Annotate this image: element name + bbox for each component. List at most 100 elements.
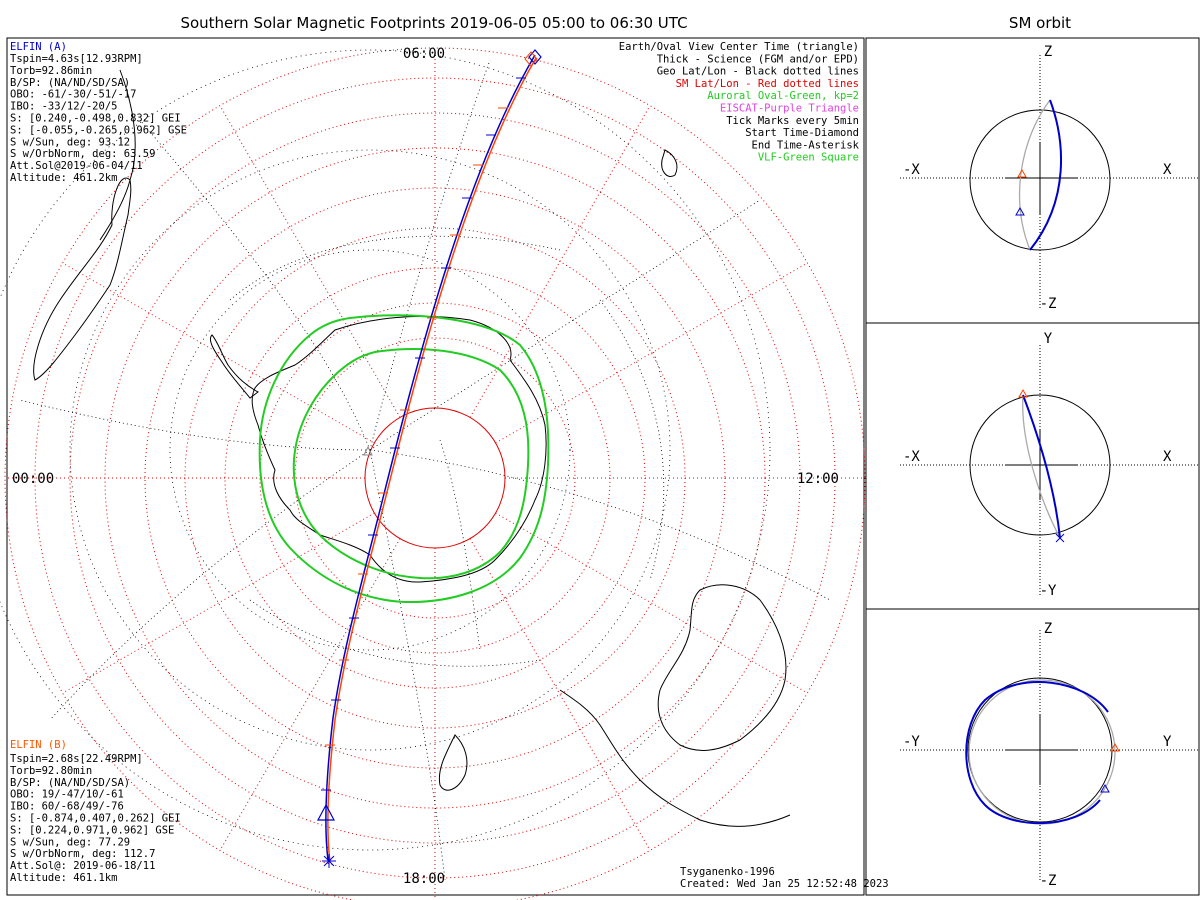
footprint-tracks [317, 49, 542, 868]
sm-lat-circle [364, 407, 506, 549]
orbit-triangle-yz-icon [1100, 783, 1110, 793]
sm-lon-line [469, 538, 651, 851]
geo-lat-circle [169, 249, 571, 651]
orbit-asterisk-xy-icon [1055, 533, 1065, 543]
orbit-path-a-xz [1029, 99, 1062, 251]
orbit3-bottom-label: -Z [1040, 873, 1057, 889]
orbit-panel-xy: Y -Y -X X [900, 331, 1199, 599]
auroral-oval-outer [258, 314, 550, 604]
legend-entry: VLF-Green Square [758, 152, 859, 164]
orbit-panel-xz: Z -Z -X X [900, 44, 1199, 312]
geo-grid-line [139, 119, 371, 451]
legend-entry: Start Time-Diamond [745, 127, 859, 139]
auroral-oval-inner [292, 348, 530, 580]
view-center-triangle-icon [317, 803, 335, 821]
elfin-b-line: B/SP: (NA/ND/SD/SA) [10, 777, 130, 789]
antarctic-peninsula [209, 334, 259, 399]
auroral-ovals [258, 314, 550, 604]
elfin-a-line: S: [0.240,-0.498,0.832] GEI [10, 113, 181, 125]
geo-grid-line [229, 235, 561, 301]
polar-map: 06:00 00:00 12:00 18:00 Earth/Oval View … [0, 41, 889, 900]
elfin-b-line: IBO: 60/-68/49/-76 [10, 801, 124, 813]
orbit-panel-yz: Z -Z -Y Y [900, 621, 1199, 889]
orbit-path-b-xy [1022, 394, 1061, 539]
elfin-a-line: IBO: -33/12/-20/5 [10, 101, 117, 113]
sm-lon-line [62, 512, 375, 694]
elfin-a-line: Att.Sol@2019-06-04/11 [10, 160, 143, 172]
elfin-b-track [327, 57, 537, 863]
legend-entry: Earth/Oval View Center Time (triangle) [619, 41, 859, 53]
start-diamond-icon [528, 49, 542, 65]
elfin-b-info: ELFIN (B) Tspin=2.68s[22.49RPM]Torb=92.80… [10, 739, 181, 884]
elfin-b-line: S w/Sun, deg: 77.29 [10, 836, 130, 848]
time-label-right: 12:00 [797, 471, 839, 487]
asia-coast-outline [559, 689, 791, 827]
orbit3-right-label: Y [1163, 734, 1172, 750]
end-asterisk-icon [322, 854, 336, 868]
legend-entry: Tick Marks every 5min [726, 115, 859, 127]
elfin-a-line: Altitude: 461.2km [10, 172, 117, 184]
sm-grid-lines [4, 47, 866, 900]
orbit1-bottom-label: -Z [1040, 296, 1057, 312]
geo-grid-line [369, 59, 491, 451]
sm-lat-circle [4, 47, 866, 900]
antarctica-outline [251, 315, 547, 583]
sm-lat-circle [69, 112, 801, 844]
sm-lon-line [469, 105, 651, 418]
orbit1-right-label: X [1163, 162, 1172, 178]
sm-lon-line [495, 512, 808, 694]
geo-grid-line [439, 439, 481, 651]
orbit-path-a-xy [1022, 394, 1061, 539]
geo-grid-line [599, 299, 665, 581]
orbit-frame [865, 37, 1200, 896]
geo-lat-circle [0, 49, 771, 851]
orbit-title: SM orbit [1009, 14, 1071, 32]
australia-outline [657, 584, 787, 751]
elfin-b-line: S w/OrbNorm, deg: 112.7 [10, 848, 155, 860]
orbit-b-triangle-yz-icon [1110, 742, 1120, 752]
legend-entry: End Time-Asterisk [752, 139, 860, 151]
geo-grid-line [49, 449, 371, 721]
elfin-b-line: S: [0.224,0.971,0.962] GSE [10, 824, 174, 836]
time-label-bottom: 18:00 [403, 871, 445, 887]
orbit-triangle-xz-icon [1015, 206, 1025, 216]
figure-title: Southern Solar Magnetic Footprints 2019-… [180, 14, 687, 32]
track-tick-marks [321, 77, 526, 791]
map-frame [6, 37, 865, 896]
elfin-a-line: S: [-0.055,-0.265,0.962] GSE [10, 124, 187, 136]
start-diamond-b-icon [524, 51, 538, 67]
new-zealand-outline [438, 734, 468, 791]
orbit2-top-label: Y [1044, 331, 1053, 347]
elfin-b-line: Att.Sol@: 2019-06-18/11 [10, 860, 155, 872]
elfin-b-line: S: [-0.874,0.407,0.262] GEI [10, 813, 181, 825]
orbit1-left-label: -X [903, 162, 920, 178]
elfin-b-name: ELFIN (B) [10, 739, 67, 751]
continent-outlines [33, 69, 791, 827]
elfin-b-line: OBO: 19/-47/10/-61 [10, 789, 124, 801]
sm-lon-line [219, 538, 401, 851]
orbit2-left-label: -X [903, 449, 920, 465]
legend-entry: Thick - Science (FGM and/or EPD) [657, 53, 859, 65]
orbit3-left-label: -Y [903, 734, 920, 750]
elfin-a-line: S w/Sun, deg: 93.12 [10, 136, 130, 148]
map-legend: Earth/Oval View Center Time (triangle)Th… [619, 41, 860, 164]
sm-lon-line [495, 262, 808, 444]
legend-entry: EISCAT-Purple Triangle [720, 103, 859, 115]
orbit2-right-label: X [1163, 449, 1172, 465]
orbit1-top-label: Z [1044, 44, 1052, 60]
south-america-outline [33, 177, 132, 381]
geo-grid-line [369, 449, 831, 601]
credit-text: Tsyganenko-1996 [680, 866, 775, 878]
time-label-left: 00:00 [12, 471, 54, 487]
legend-entry: Geo Lat/Lon - Black dotted lines [657, 66, 859, 78]
sm-lon-line [219, 105, 401, 418]
africa-outline [99, 69, 136, 241]
madagascar-outline [661, 149, 678, 177]
orbit-triangle-xy-icon [1018, 388, 1028, 398]
elfin-a-name: ELFIN (A) [10, 41, 67, 53]
geo-grid-lines [0, 49, 831, 881]
elfin-a-line: Tspin=4.63s[12.93RPM] [10, 53, 143, 65]
elfin-a-line: S w/OrbNorm, deg: 63.59 [10, 148, 155, 160]
elfin-a-line: OBO: -61/-30/-51/-17 [10, 89, 136, 101]
